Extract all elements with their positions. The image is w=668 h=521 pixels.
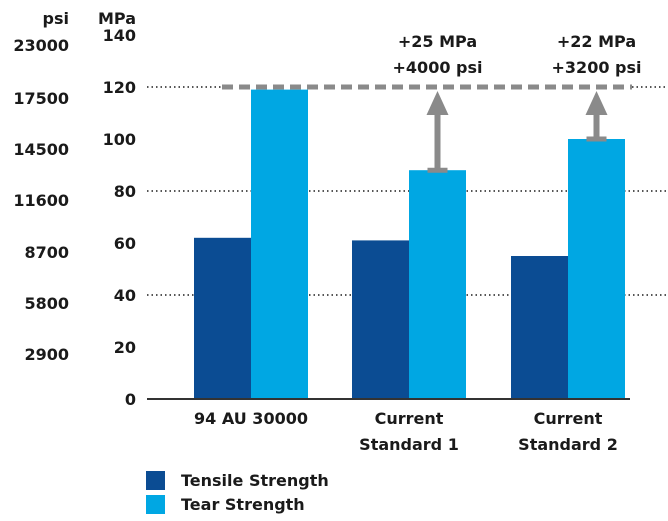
x-tick-label: Standard 2 [518,435,618,454]
y-tick-label: 20 [114,338,136,357]
y-tick-label: 140 [103,26,136,45]
arrow-head [427,91,449,115]
x-tick-label: 94 AU 30000 [194,409,308,428]
secondary-axis-label: psi [43,9,69,28]
x-tick-label: Current [534,409,603,428]
annotation-label: +3200 psi [552,58,642,77]
legend: Tensile Strength Tear Strength [146,468,329,516]
y-tick-label: 40 [114,286,136,305]
chart: psi MPa +25 MPa+4000 psi+22 MPa+3200 psi… [0,0,668,460]
annotation-label: +22 MPa [557,32,636,51]
legend-label-tensile: Tensile Strength [181,471,329,490]
bar-tear [251,90,308,399]
legend-item-tensile: Tensile Strength [146,468,329,492]
psi-tick-label: 5800 [24,294,69,313]
y-tick-label: 0 [125,390,136,409]
bars [194,90,625,399]
arrow-head [586,91,608,115]
annotation-label: +25 MPa [398,32,477,51]
bar-tensile [194,238,251,399]
x-tick-label: Current [375,409,444,428]
psi-tick-label: 23000 [13,36,69,55]
legend-label-tear: Tear Strength [181,495,305,514]
psi-tick-label: 14500 [13,140,69,159]
x-tick-label: Standard 1 [359,435,459,454]
y-tick-label: 60 [114,234,136,253]
psi-tick-label: 2900 [24,345,69,364]
legend-swatch-tear [146,495,165,514]
psi-tick-label: 11600 [13,191,69,210]
bar-tensile [352,240,409,399]
legend-item-tear: Tear Strength [146,492,329,516]
psi-tick-label: 17500 [13,89,69,108]
y-tick-label: 80 [114,182,136,201]
bar-tear [409,170,466,399]
bar-tear [568,139,625,399]
bar-tensile [511,256,568,399]
annotation-label: +4000 psi [393,58,483,77]
legend-swatch-tensile [146,471,165,490]
y-tick-label: 120 [103,78,136,97]
psi-tick-label: 8700 [24,243,69,262]
y-tick-label: 100 [103,130,136,149]
